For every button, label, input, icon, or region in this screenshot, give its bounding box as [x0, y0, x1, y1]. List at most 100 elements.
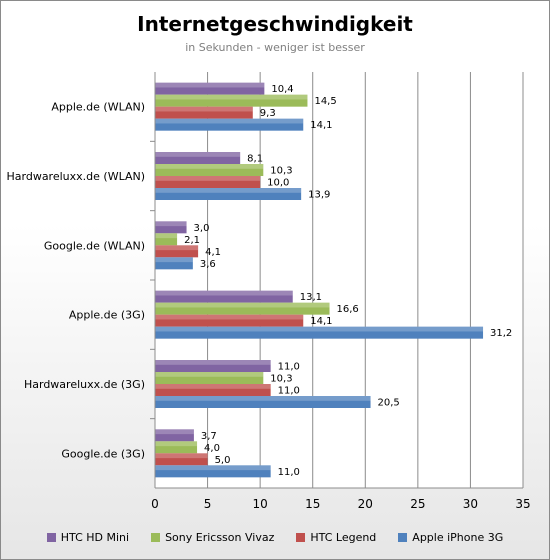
bar: [155, 106, 253, 119]
bar-highlight: [155, 396, 371, 401]
bar: [155, 257, 193, 270]
data-label: 14,1: [310, 120, 332, 131]
legend-swatch: [151, 533, 161, 542]
data-label: 3,7: [201, 431, 217, 442]
data-label: 14,5: [314, 96, 336, 107]
y-category-label: Apple.de (WLAN): [51, 101, 145, 114]
bar-highlight: [155, 82, 265, 88]
bar-highlight: [155, 245, 199, 251]
bar-highlight: [155, 94, 308, 100]
data-label: 10,3: [270, 374, 292, 385]
bar: [155, 302, 330, 315]
bar-highlight: [155, 326, 484, 332]
data-label: 4,0: [204, 443, 220, 454]
bar: [155, 453, 208, 466]
bar-highlight: [155, 465, 271, 471]
bar-highlight: [155, 314, 304, 320]
y-category-label: Google.de (WLAN): [44, 239, 145, 252]
data-label: 4,1: [205, 247, 221, 258]
bar-highlight: [155, 118, 304, 124]
legend-item-htc-legend: HTC Legend: [296, 531, 376, 544]
data-label: 2,1: [184, 235, 200, 246]
chart-subtitle: in Sekunden - weniger ist besser: [185, 41, 365, 54]
data-label: 5,0: [215, 455, 231, 466]
bar-highlight: [155, 441, 198, 447]
bar: [155, 164, 264, 176]
bar-highlight: [155, 164, 264, 169]
bar-highlight: [155, 221, 187, 227]
bar: [155, 176, 261, 188]
bar: [155, 384, 271, 396]
bar-highlight: [155, 152, 241, 157]
x-tick-label: 20: [358, 497, 373, 511]
bar-highlight: [155, 176, 261, 181]
data-label: 8,1: [247, 154, 263, 165]
data-label: 20,5: [378, 398, 400, 409]
data-label: 9,3: [260, 108, 276, 119]
chart-legend: HTC HD Mini Sony Ericsson Vivaz HTC Lege…: [0, 531, 550, 544]
bar-highlight: [155, 360, 271, 365]
data-label: 14,1: [310, 316, 332, 327]
bar-highlight: [155, 188, 302, 193]
legend-swatch: [398, 533, 408, 542]
x-tick-label: 5: [204, 497, 212, 511]
x-tick-label: 25: [410, 497, 425, 511]
y-category-label: Hardwareluxx.de (3G): [24, 378, 145, 391]
bar: [155, 290, 293, 303]
bar: [155, 118, 304, 131]
x-tick-label: 35: [515, 497, 530, 511]
data-label: 13,9: [308, 190, 330, 201]
legend-label: HTC HD Mini: [60, 531, 130, 544]
data-label: 10,3: [270, 166, 292, 177]
x-tick-label: 0: [151, 497, 159, 511]
data-label: 11,0: [278, 467, 300, 478]
bar-highlight: [155, 302, 330, 308]
data-label: 11,0: [278, 386, 300, 397]
bar-highlight: [155, 257, 193, 263]
chart-title: Internetgeschwindigkeit: [137, 12, 413, 36]
x-tick-label: 30: [463, 497, 478, 511]
data-label: 16,6: [337, 304, 359, 315]
data-label: 3,6: [200, 259, 216, 270]
bar: [155, 326, 484, 339]
bar: [155, 152, 241, 164]
bar: [155, 233, 178, 246]
data-label: 3,0: [194, 223, 210, 234]
bar: [155, 429, 194, 442]
legend-label: Sony Ericsson Vivaz: [165, 531, 275, 544]
data-label: 13,1: [300, 292, 322, 303]
bar-highlight: [155, 106, 253, 112]
bar-highlight: [155, 453, 208, 459]
bar-highlight: [155, 372, 264, 377]
bar: [155, 314, 304, 327]
legend-label: Apple iPhone 3G: [412, 531, 504, 544]
data-label: 31,2: [490, 328, 512, 339]
legend-item-sony-ericsson-vivaz: Sony Ericsson Vivaz: [151, 531, 274, 544]
data-label: 10,0: [267, 178, 289, 189]
legend-item-htc-hd-mini: HTC HD Mini: [46, 531, 130, 544]
bar: [155, 465, 271, 478]
bar-highlight: [155, 233, 178, 239]
x-tick-label: 10: [253, 497, 268, 511]
data-label: 11,0: [278, 362, 300, 373]
plot-area: [155, 72, 523, 488]
bar-highlight: [155, 384, 271, 389]
bar: [155, 441, 198, 454]
bar-highlight: [155, 290, 293, 296]
legend-swatch: [46, 533, 56, 542]
bar: [155, 245, 199, 258]
y-category-label: Google.de (3G): [61, 447, 145, 460]
y-category-label: Apple.de (3G): [69, 309, 145, 322]
bar: [155, 372, 264, 384]
legend-item-apple-iphone-3g: Apple iPhone 3G: [398, 531, 503, 544]
bar: [155, 221, 187, 234]
legend-swatch: [296, 533, 306, 542]
bar: [155, 82, 265, 95]
x-tick-label: 15: [305, 497, 320, 511]
bar-highlight: [155, 429, 194, 435]
data-label: 10,4: [271, 84, 293, 95]
bar: [155, 360, 271, 372]
bar: [155, 188, 302, 200]
legend-label: HTC Legend: [310, 531, 377, 544]
